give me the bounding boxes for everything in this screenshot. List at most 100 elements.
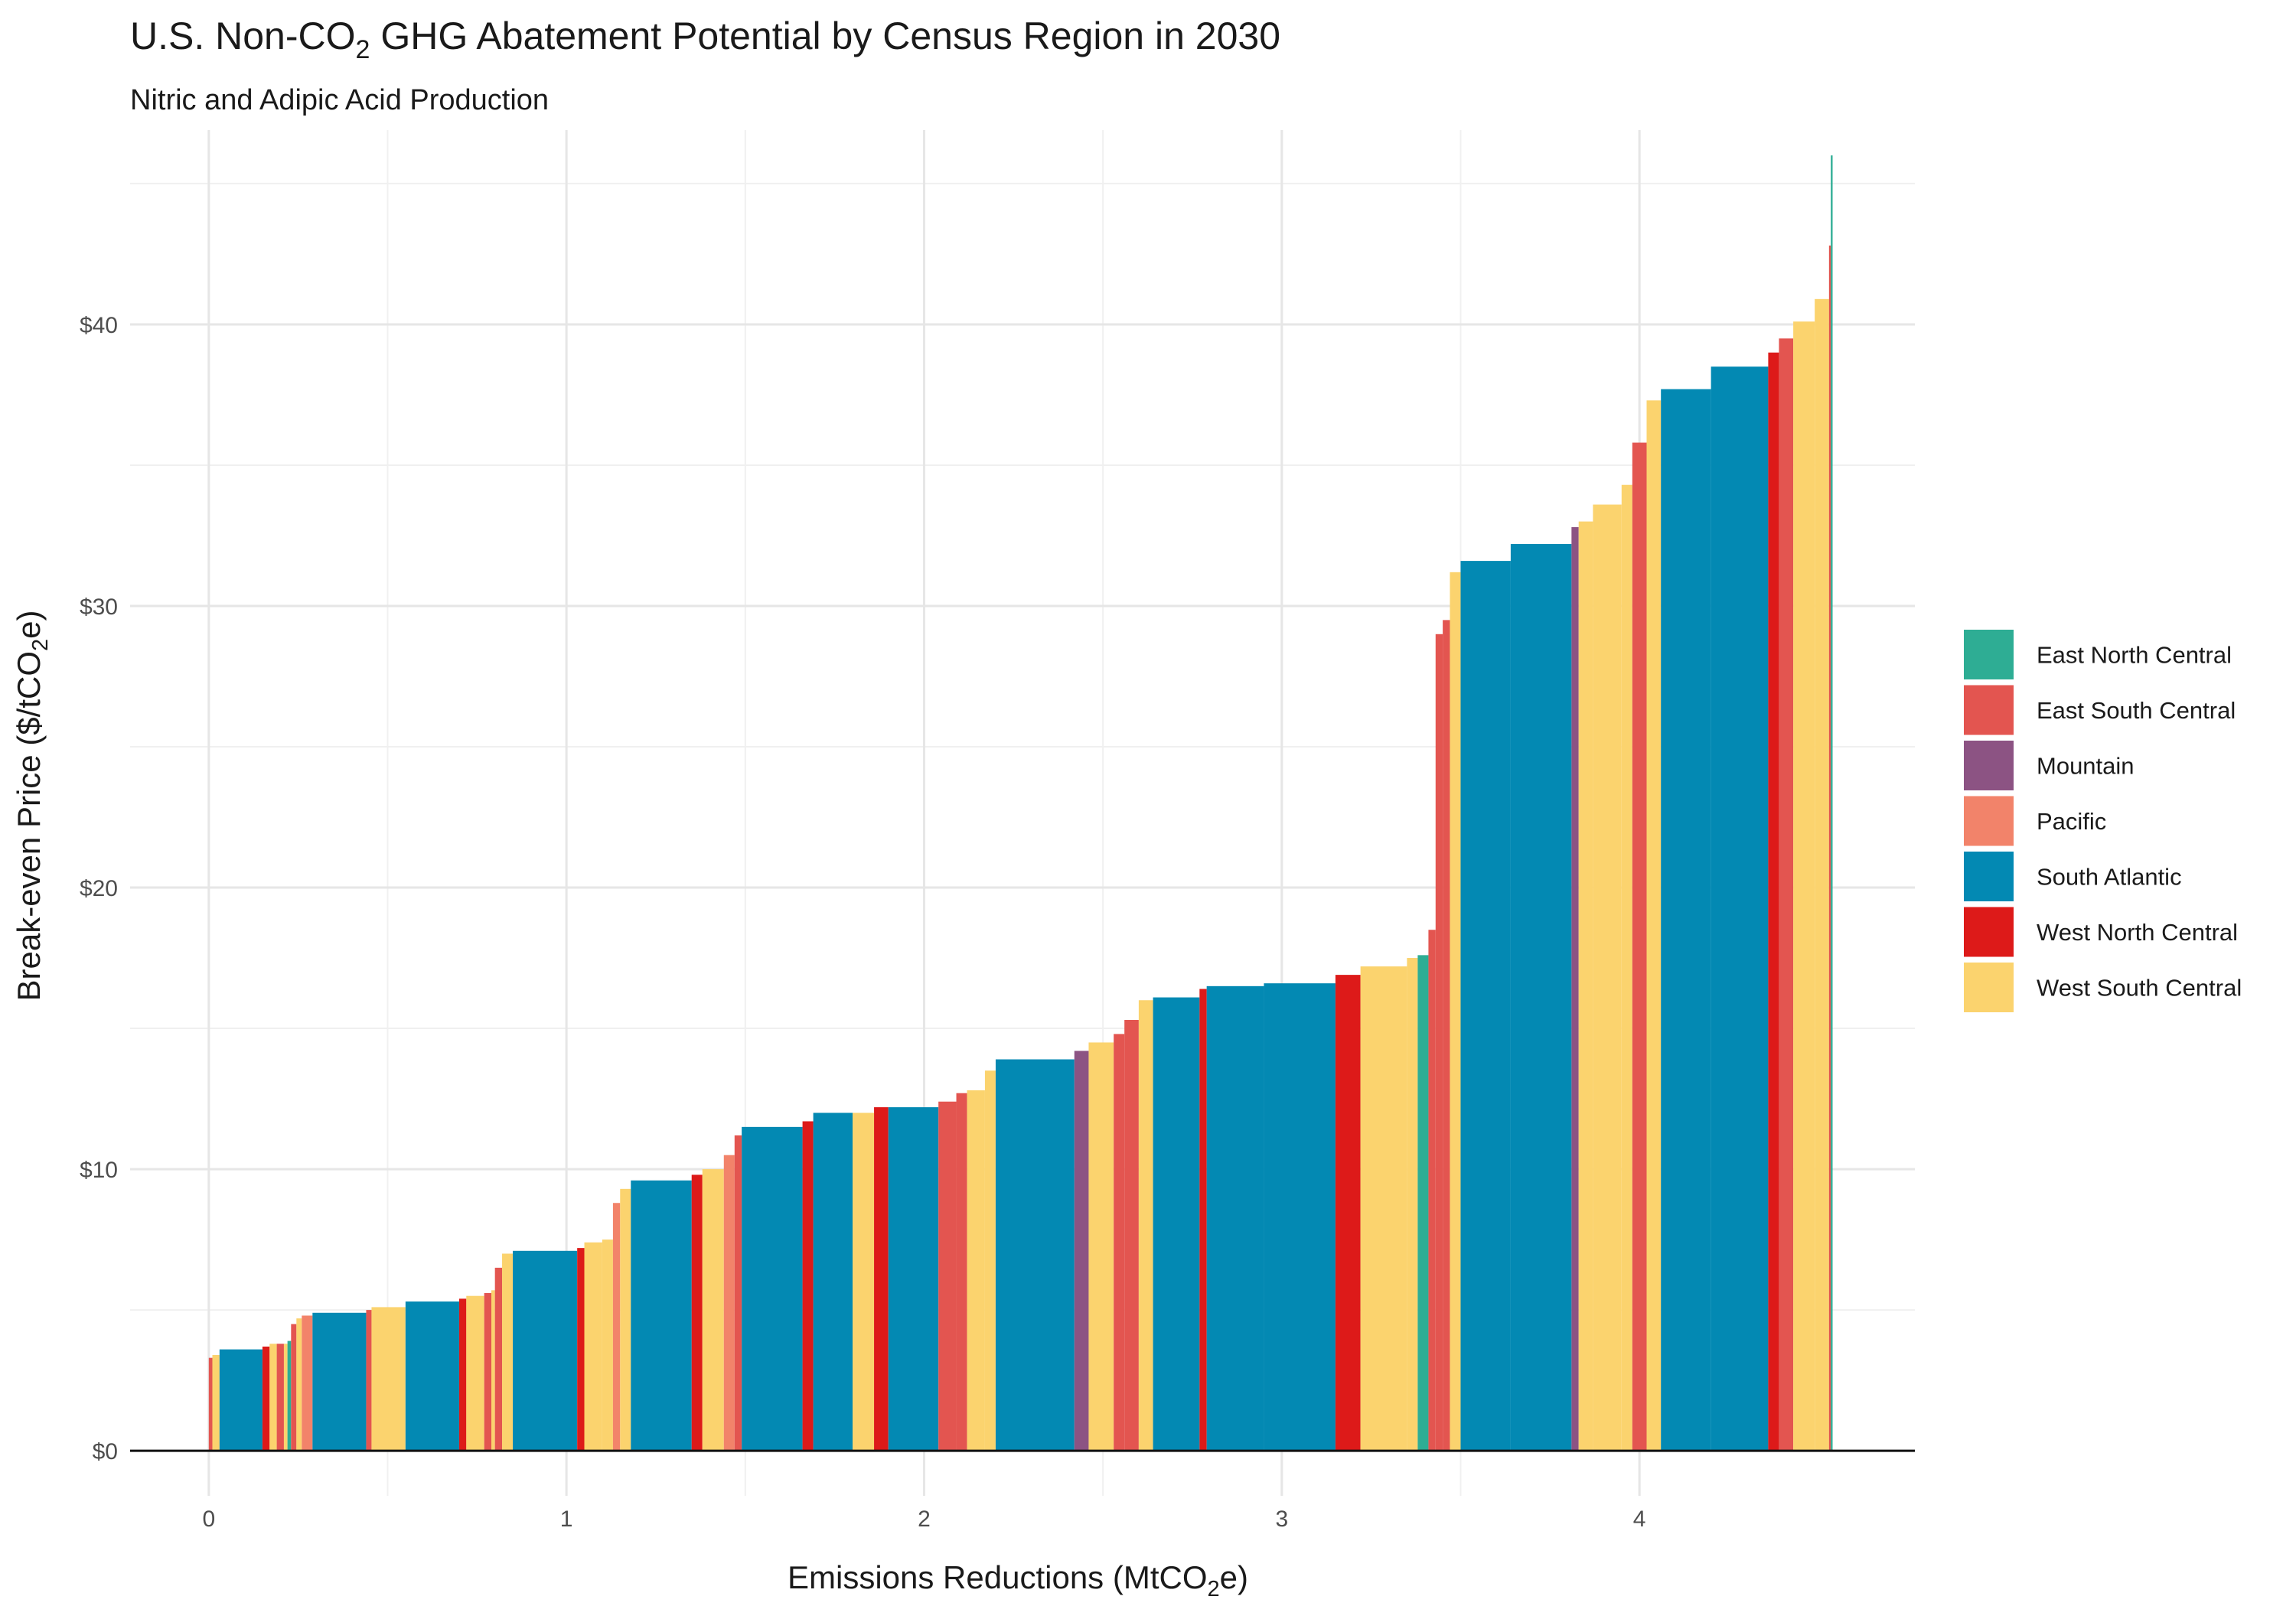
cost-curve-bar xyxy=(219,1349,263,1451)
cost-curve-bar xyxy=(312,1312,367,1451)
legend-label: East South Central xyxy=(2037,697,2236,724)
cost-curve-bar xyxy=(602,1240,613,1451)
cost-curve-bar xyxy=(494,1267,503,1451)
cost-curve-bar xyxy=(723,1155,735,1451)
cost-curve-bar xyxy=(584,1242,602,1451)
legend-key xyxy=(1964,741,2014,790)
y-tick-label: $40 xyxy=(80,313,118,338)
cost-curve-bar xyxy=(1138,1000,1153,1451)
cost-curve-bar xyxy=(1793,321,1815,1451)
cost-curve-bar xyxy=(1646,400,1662,1451)
cost-curve-bar xyxy=(938,1101,957,1451)
cost-curve-bar xyxy=(1407,958,1418,1451)
cost-curve-bar xyxy=(1153,997,1200,1451)
cost-curve-bar xyxy=(1578,521,1593,1451)
cost-curve-bar xyxy=(691,1174,703,1451)
cost-curve-bar xyxy=(484,1293,492,1451)
cost-curve-bar xyxy=(262,1346,270,1451)
cost-curve-bar xyxy=(502,1253,514,1451)
x-tick-label: 1 xyxy=(560,1507,573,1532)
cost-curve-bar xyxy=(1206,985,1264,1451)
y-axis-title: Break-even Price ($/tCO2e) xyxy=(11,611,53,1002)
cost-curve-bar xyxy=(291,1324,297,1451)
cost-curve-bar xyxy=(208,1357,213,1451)
cost-curve-bar xyxy=(631,1180,692,1451)
legend-label: Mountain xyxy=(2037,753,2135,780)
cost-curve-bar xyxy=(1632,442,1647,1451)
cost-curve-bar xyxy=(802,1121,814,1451)
y-tick-label: $30 xyxy=(80,595,118,620)
legend-label: Pacific xyxy=(2037,808,2106,835)
cost-curve-bar xyxy=(283,1344,288,1451)
cost-curve-bar xyxy=(1571,526,1579,1451)
cost-curve-bar xyxy=(1460,561,1511,1451)
cost-curve-bar xyxy=(813,1112,853,1451)
cost-curve-bar xyxy=(1815,298,1829,1451)
cost-curve-bar xyxy=(1779,338,1794,1451)
cost-curve-bar xyxy=(734,1135,742,1451)
cost-curve-bar xyxy=(1428,930,1436,1451)
cost-curve-bar xyxy=(742,1126,803,1451)
cost-curve-bar xyxy=(458,1298,467,1451)
cost-curve-bar xyxy=(967,1090,985,1451)
x-tick-label: 0 xyxy=(202,1507,215,1532)
cost-curve-bar xyxy=(276,1344,284,1451)
plot-panel: 0 1 2 3 4 $0 $10 $20 $30 $40 xyxy=(80,130,1915,1532)
cost-curve-bar xyxy=(1435,634,1443,1451)
cost-curve-bar xyxy=(405,1301,459,1451)
cost-curve-bar xyxy=(1711,366,1769,1451)
x-axis-title: Emissions Reductions (MtCO2e) xyxy=(788,1559,1248,1601)
legend-key xyxy=(1964,963,2014,1012)
cost-curve-bar xyxy=(1124,1020,1139,1451)
legend-label: West South Central xyxy=(2037,975,2242,1002)
cost-curve-bar xyxy=(1828,245,1831,1451)
cost-curve-bar xyxy=(513,1250,578,1451)
cost-curve-bar xyxy=(1443,620,1450,1451)
cost-curve-bar xyxy=(296,1318,302,1451)
legend-label: South Atlantic xyxy=(2037,864,2182,891)
cost-curve-bar xyxy=(1831,155,1833,1451)
cost-curve-bar xyxy=(1114,1034,1125,1451)
cost-curve-bar xyxy=(1199,989,1207,1451)
cost-curve-bar xyxy=(620,1188,631,1451)
cost-curve-bar xyxy=(577,1248,585,1451)
legend-key xyxy=(1964,907,2014,957)
x-tick-label: 2 xyxy=(918,1507,931,1532)
chart-title: U.S. Non-CO2 GHG Abatement Potential by … xyxy=(130,15,1280,64)
cost-curve-bar xyxy=(853,1112,875,1451)
cost-curve-bar xyxy=(612,1203,621,1451)
cost-curve-bar xyxy=(302,1315,313,1451)
cost-curve-bar xyxy=(1074,1051,1089,1451)
cost-curve-bar xyxy=(269,1344,277,1451)
legend-key xyxy=(1964,685,2014,735)
legend-label: West North Central xyxy=(2037,919,2238,946)
y-tick-label: $10 xyxy=(80,1158,118,1183)
cost-curve-bar xyxy=(888,1107,939,1451)
legend-label: East North Central xyxy=(2037,642,2232,669)
cost-curve-bar xyxy=(956,1093,967,1451)
cost-curve-bar xyxy=(874,1107,889,1451)
legend-key xyxy=(1964,852,2014,901)
cost-curve-bar xyxy=(1450,572,1461,1451)
cost-curve-bar xyxy=(984,1070,996,1451)
legend-key xyxy=(1964,630,2014,679)
cost-curve-bar xyxy=(466,1295,484,1451)
cost-curve-bar xyxy=(1661,389,1711,1451)
chart-subtitle: Nitric and Adipic Acid Production xyxy=(130,84,549,116)
cost-curve-bar xyxy=(1621,484,1632,1451)
cost-curve-bar xyxy=(1088,1042,1114,1451)
legend-key xyxy=(1964,796,2014,846)
cost-curve-bar xyxy=(1264,983,1336,1451)
cost-curve-bar xyxy=(1593,504,1622,1451)
y-tick-label: $20 xyxy=(80,876,118,901)
cost-curve-bar xyxy=(1417,955,1429,1451)
y-tick-label: $0 xyxy=(93,1439,118,1464)
cost-curve-bar xyxy=(287,1341,292,1451)
x-tick-label: 3 xyxy=(1275,1507,1288,1532)
legend: East North Central East South Central Moun… xyxy=(1964,630,2242,1012)
cost-curve-bar xyxy=(1335,975,1361,1451)
cost-curve-bar xyxy=(1768,352,1779,1451)
x-tick-label: 4 xyxy=(1633,1507,1646,1532)
cost-curve-bar xyxy=(212,1354,220,1451)
